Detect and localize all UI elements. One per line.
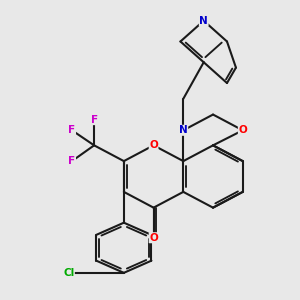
Text: F: F xyxy=(68,125,76,135)
Text: F: F xyxy=(68,156,76,166)
Text: F: F xyxy=(91,115,98,124)
Text: F: F xyxy=(91,115,98,124)
Text: O: O xyxy=(149,233,158,243)
Text: N: N xyxy=(199,16,208,26)
Text: F: F xyxy=(68,125,76,135)
Text: N: N xyxy=(179,125,188,135)
Text: Cl: Cl xyxy=(63,268,74,278)
Text: O: O xyxy=(238,125,247,135)
Text: O: O xyxy=(149,140,158,150)
Text: F: F xyxy=(68,156,76,166)
